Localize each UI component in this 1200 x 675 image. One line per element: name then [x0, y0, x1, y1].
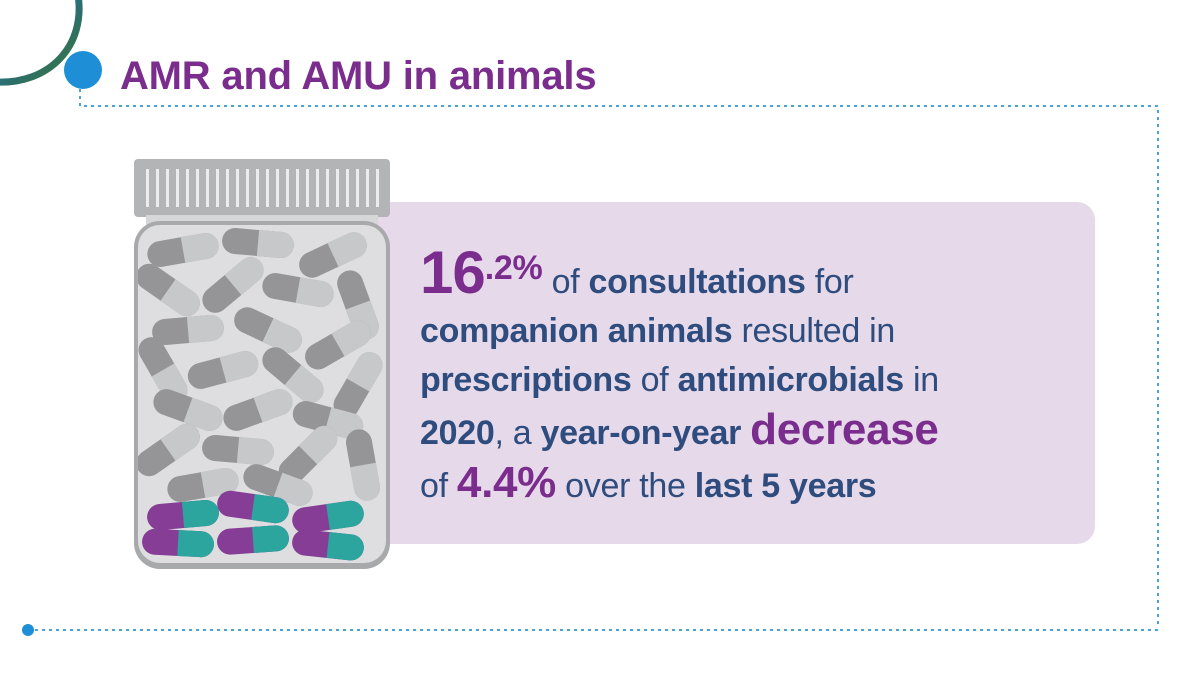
- stat-16-2-percent: 16.2%: [420, 239, 543, 306]
- jar-lid: [134, 159, 390, 217]
- top-dotted-rule: [79, 89, 1159, 628]
- lid-ridges: [146, 169, 379, 207]
- title-dot: [64, 51, 102, 89]
- bottom-dot: [22, 624, 34, 636]
- stat-4-4-percent: 4.4%: [456, 458, 556, 507]
- amu-statement: 16.2% of consultations for companion ani…: [420, 239, 939, 508]
- pill-jar-illustration: [134, 159, 390, 569]
- stat-panel: [355, 202, 1095, 544]
- corner-arc: [0, 0, 83, 86]
- page-title: AMR and AMU in animals: [120, 54, 597, 98]
- decrease-highlight: decrease: [750, 405, 939, 454]
